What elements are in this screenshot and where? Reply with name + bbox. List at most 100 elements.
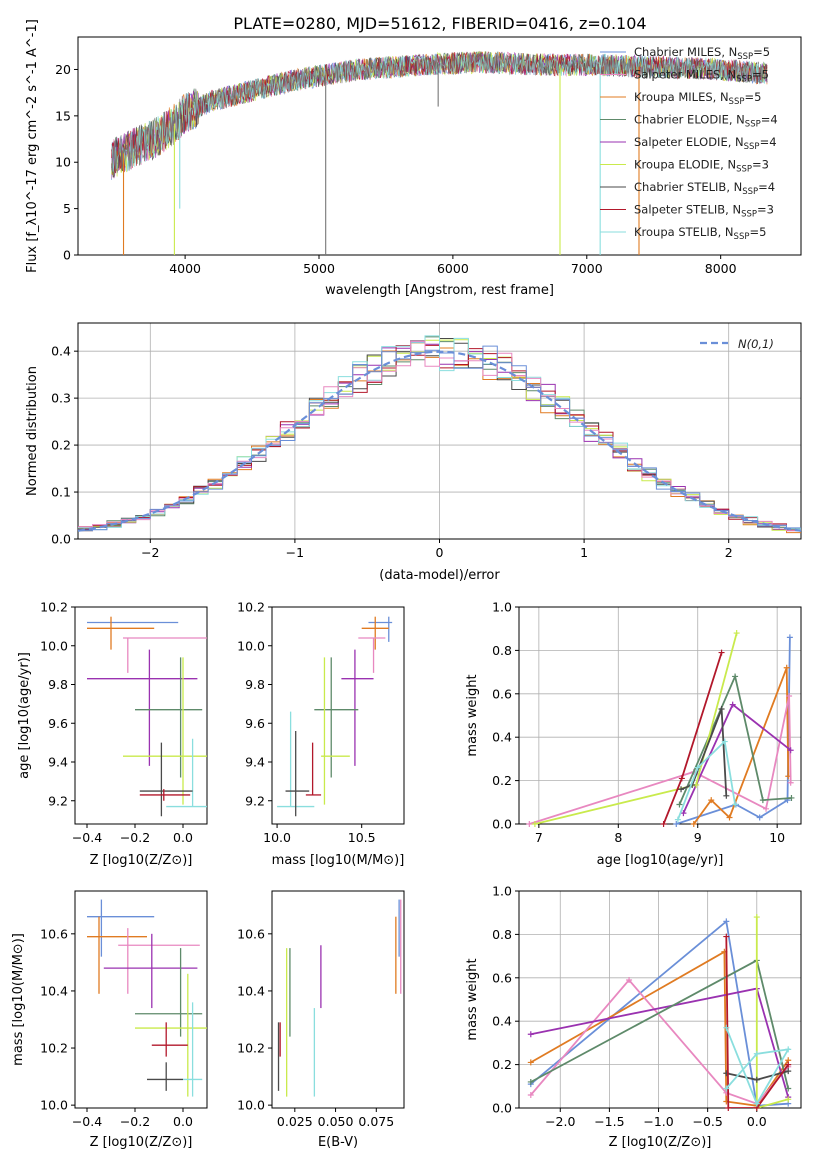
legend-entry: N(0,1) <box>738 337 774 351</box>
tick-label-y: 0.3 <box>51 391 71 406</box>
errorbar-point <box>358 637 386 673</box>
weight-marker <box>759 797 766 804</box>
legend-subscript: SSP <box>736 75 752 85</box>
weight-line <box>534 632 738 824</box>
errorbar-point <box>135 657 203 778</box>
tick-label-y: 10.2 <box>237 1041 265 1056</box>
axes-frame <box>77 322 802 540</box>
tick-label-y: 9.2 <box>245 793 265 808</box>
weight-marker <box>786 634 793 641</box>
weight-marker <box>531 821 538 827</box>
weight-marker <box>690 821 697 827</box>
tick-label-x: 0.025 <box>277 1114 313 1129</box>
x-axis-label: Z [log10(Z/Z⊙)] <box>609 1135 712 1150</box>
legend-subscript: SSP <box>734 232 750 242</box>
spectrum-line <box>111 51 768 178</box>
tick-label-x: 9 <box>694 830 702 845</box>
panel-mass_vs_Z: −0.4 −0.2 0.0 10.0 10.2 10.4 10.6 Z [log10(Z/Z⊙… <box>11 890 208 1150</box>
tick-label-x: −1.0 <box>643 1114 673 1129</box>
weight-line <box>530 950 789 1107</box>
tick-label-y: 10.2 <box>237 600 265 615</box>
tick-label-y: 9.4 <box>48 755 68 770</box>
weight-marker <box>527 1091 534 1098</box>
tick-label-y: 10.0 <box>237 638 265 653</box>
tick-label-y: 1.0 <box>492 884 512 899</box>
tick-label-x: −0.2 <box>120 830 150 845</box>
tick-label-y: 20 <box>55 62 71 77</box>
tick-label-x: 4000 <box>169 261 201 276</box>
tick-label-x: 7000 <box>571 261 603 276</box>
weight-marker <box>723 933 730 940</box>
weight-marker <box>726 814 733 821</box>
errorbar-point <box>305 742 322 796</box>
tick-label-y: 10.0 <box>237 1098 265 1113</box>
panel-spectrum: 4000 5000 6000 7000 8000 0 5 10 15 20 wavelength [… <box>25 19 802 298</box>
tick-label-x: −1.5 <box>594 1114 624 1129</box>
tick-label-y: 10.0 <box>40 638 68 653</box>
legend-entry: Kroupa ELODIE, NSSP=3 <box>634 158 769 175</box>
tick-label-y: 0.2 <box>492 773 512 788</box>
tick-label-x: −2.0 <box>545 1114 575 1129</box>
weight-marker <box>678 786 685 793</box>
weight-marker <box>718 705 725 712</box>
tick-label-y: 9.2 <box>48 793 68 808</box>
errorbar-point <box>135 973 207 1097</box>
tick-label-y: 15 <box>55 108 71 123</box>
tick-label-y: 10 <box>55 155 71 170</box>
legend-entry: Salpeter STELIB, NSSP=3 <box>634 203 774 220</box>
legend-entry: Chabrier STELIB, NSSP=4 <box>634 180 775 197</box>
axes-frame <box>518 890 802 1109</box>
tick-label-y: 0.4 <box>51 344 71 359</box>
weight-marker <box>723 792 730 799</box>
errorbar-point <box>285 731 310 817</box>
errorbar-point <box>87 616 155 650</box>
tick-label-x: 5000 <box>303 261 335 276</box>
tick-label-y: 0.8 <box>492 643 512 658</box>
tick-label-x: −1 <box>286 545 304 560</box>
weight-marker <box>733 630 740 637</box>
tick-label-y: 0.6 <box>492 970 512 985</box>
legend-rest: =4 <box>760 135 777 149</box>
tick-label-y: 0.4 <box>492 1014 512 1029</box>
spectrum-line <box>111 51 768 174</box>
tick-label-y: 10.6 <box>40 926 68 941</box>
legend-subscript: SSP <box>745 120 761 130</box>
tick-label-x: 6000 <box>437 261 469 276</box>
weight-marker <box>674 816 681 823</box>
errorbar-point <box>314 657 359 778</box>
weight-line <box>755 917 789 1108</box>
weight-marker <box>708 797 715 804</box>
x-axis-label: (data-model)/error <box>379 568 500 583</box>
legend-subscript: SSP <box>736 165 752 175</box>
weight-marker <box>678 775 685 782</box>
axes-frame <box>271 606 405 825</box>
tick-label-y: 0.2 <box>492 1057 512 1072</box>
tick-label-y: 0.0 <box>51 532 71 547</box>
axes-frame <box>74 606 208 825</box>
errorbar-point <box>87 916 147 994</box>
weight-marker <box>626 976 633 983</box>
weight-marker <box>732 673 739 680</box>
y-axis-label: Flux [f_λ10^-17 erg cm^-2 s^-1 A^-1] <box>25 19 40 273</box>
x-axis-label: mass [log10(M/M⊙)] <box>272 853 405 868</box>
tick-label-x: 10.0 <box>263 830 291 845</box>
legend-subscript: SSP <box>744 142 760 152</box>
weight-marker <box>763 805 770 812</box>
x-axis-label: E(B-V) <box>318 1135 358 1150</box>
errorbar-point <box>135 948 203 1037</box>
weight-marker <box>723 918 730 925</box>
tick-label-y: 0.2 <box>51 438 71 453</box>
tick-label-y: 10.0 <box>40 1098 68 1113</box>
gaussian-curve <box>77 350 802 532</box>
weight-marker <box>723 1085 730 1092</box>
legend-subscript: SSP <box>742 187 758 197</box>
weight-marker <box>785 1068 792 1075</box>
tick-label-y: 10.4 <box>40 983 68 998</box>
tick-label-y: 0.4 <box>492 730 512 745</box>
weight-marker <box>729 701 736 708</box>
weight-marker <box>753 1050 760 1057</box>
weight-marker <box>526 821 533 827</box>
errorbar-point <box>123 657 207 805</box>
weight-marker <box>723 1024 730 1031</box>
panel-mass_vs_EBV: 0.025 0.050 0.075 10.0 10.2 10.4 10.6 E(B-V) <box>237 890 405 1150</box>
